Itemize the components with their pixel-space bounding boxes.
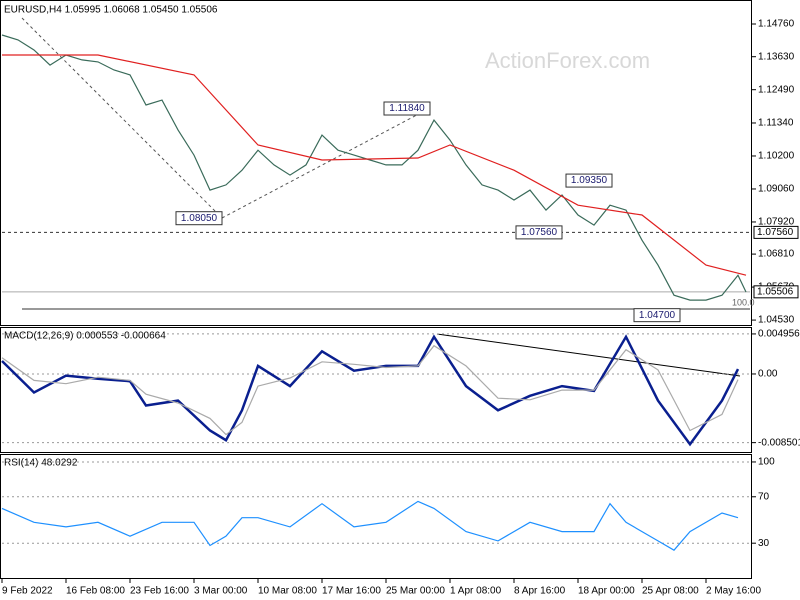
y-tick-label: -0.008501: [758, 437, 800, 448]
y-tick-label: 70: [758, 491, 770, 502]
x-tick-label: 25 Apr 08:00: [642, 586, 699, 597]
chart-title: MACD(12,26,9) 0.000553 -0.000664: [4, 331, 166, 342]
x-tick-label: 8 Apr 16:00: [514, 586, 566, 597]
level-tag-label: 1.07560: [757, 227, 794, 238]
y-tick-label: 1.11340: [758, 118, 794, 129]
annotation-label: 1.11840: [389, 103, 425, 114]
y-tick-label: 1.07920: [758, 217, 795, 228]
y-tick-label: 1.14760: [758, 19, 795, 30]
annotation-box: [175, 211, 223, 226]
x-tick-label: 18 Apr 00:00: [578, 586, 635, 597]
y-tick-label: 0.004956: [758, 329, 800, 340]
x-tick-label: 10 Mar 08:00: [258, 586, 317, 597]
y-tick-label: 1.12490: [758, 84, 795, 95]
x-tick-label: 16 Feb 08:00: [66, 586, 125, 597]
x-tick-label: 3 Mar 00:00: [194, 586, 248, 597]
level-tag: [753, 285, 799, 299]
y-tick-label: 100: [758, 457, 775, 468]
y-tick-label: 1.09060: [758, 184, 795, 195]
annotation-box: [383, 101, 431, 116]
y-tick-label: 1.10200: [758, 151, 795, 162]
macd-panel: [0, 327, 752, 453]
y-tick-label: 1.04530: [758, 315, 795, 326]
annotation-label: 1.08050: [181, 213, 218, 224]
watermark: ActionForex.com: [485, 48, 650, 73]
y-tick-label: 0.00: [758, 369, 778, 380]
series-line: [1, 500, 739, 551]
series-line: [1, 34, 747, 301]
series-line: [1, 344, 739, 436]
x-tick-label: 9 Feb 2022: [2, 586, 53, 597]
trend-line: [436, 333, 741, 377]
level-tag-label: 1.05506: [757, 286, 794, 297]
chart-title: RSI(14) 48.0292: [4, 458, 78, 469]
fibo-label: 100.0: [732, 297, 755, 307]
annotation-label: 1.09350: [571, 175, 608, 186]
fibo-line: [221, 107, 431, 219]
price-panel: [0, 0, 752, 326]
fibo-line: [21, 17, 223, 219]
y-tick-label: 1.13630: [758, 51, 795, 62]
x-tick-label: 1 Apr 08:00: [450, 586, 502, 597]
x-tick-label: 25 Mar 00:00: [386, 586, 445, 597]
x-tick-label: 23 Feb 16:00: [130, 586, 189, 597]
y-tick-label: 1.06810: [758, 249, 795, 260]
series-line: [2, 54, 747, 276]
x-tick-label: 2 May 16:00: [706, 586, 761, 597]
annotation-label: 1.07560: [521, 227, 558, 238]
annotation-box: [565, 173, 613, 188]
series-line: [1, 334, 740, 447]
chart-title: EURUSD,H4 1.05995 1.06068 1.05450 1.0550…: [4, 5, 218, 16]
y-tick-label: 30: [758, 538, 770, 549]
level-tag: [753, 225, 799, 239]
x-tick-label: 17 Mar 16:00: [322, 586, 381, 597]
annotation-label: 1.04700: [639, 310, 676, 321]
rsi-panel: [0, 454, 752, 579]
annotation-box: [633, 308, 681, 323]
annotation-box: [515, 225, 563, 240]
